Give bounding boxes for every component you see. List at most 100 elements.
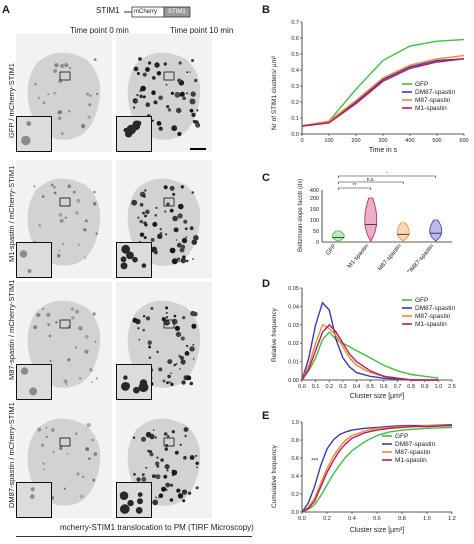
cluster-dot [191, 323, 197, 329]
chart-e-xlabel: Cluster size [µm²] [350, 527, 405, 534]
cluster-dot [179, 355, 184, 361]
chart-d-ytick-label: 0.02 [288, 341, 299, 347]
cluster-dot [182, 316, 186, 320]
cluster-dot [135, 318, 141, 325]
chart-c-sig-label: n.s. [367, 177, 375, 183]
cluster-dot [53, 185, 56, 189]
col-header-0min: Time point 0 min [70, 26, 129, 35]
chart-e-xtick-label: 0.0 [298, 516, 306, 522]
cluster-dot [178, 203, 184, 210]
chart-d-legend-label: GFP [415, 297, 428, 304]
cluster-dot [85, 447, 90, 451]
chart-e-xtick-label: 1.2 [448, 516, 456, 522]
construct-box-mcherry: mCherry [134, 9, 158, 15]
cluster-dot [174, 91, 181, 98]
cluster-dot [195, 122, 201, 128]
cluster-dot [52, 450, 55, 453]
cluster-dot [53, 91, 57, 95]
cluster-dot [152, 499, 159, 506]
cluster-dot [163, 474, 168, 479]
chart-c-category-label: DM87-spastin [407, 243, 435, 272]
cluster-dot [191, 112, 196, 118]
inset-cluster [137, 498, 143, 505]
micrograph-r2-c2 [116, 160, 212, 278]
cluster-dot [171, 430, 175, 434]
cluster-dot [61, 132, 64, 135]
chart-c-ytick-label: 400 [310, 188, 319, 194]
cluster-dot [145, 431, 152, 438]
inset-cluster [132, 256, 138, 263]
cluster-dot [189, 108, 194, 113]
cluster-dot [70, 307, 75, 311]
micrograph-r1-c2 [116, 34, 212, 152]
cluster-dot [167, 374, 171, 379]
cluster-dot [89, 94, 92, 97]
chart-e-series-line [301, 424, 453, 513]
cluster-dot [189, 226, 194, 231]
cluster-dot [165, 316, 169, 319]
cluster-dot [168, 381, 171, 384]
chart-e-legend-label: M1-spastin [395, 457, 427, 464]
cluster-dot [88, 103, 92, 107]
cluster-dot [145, 466, 148, 469]
cluster-dot [48, 334, 51, 338]
panel-a-caption-rule [16, 536, 252, 537]
cluster-dot [54, 63, 59, 68]
cluster-dot [58, 116, 62, 120]
cluster-dot [33, 325, 38, 330]
cluster-dot [189, 98, 196, 105]
cluster-dot [91, 381, 93, 384]
cluster-dot [153, 100, 158, 105]
cluster-dot [156, 456, 159, 459]
chart-d-xlabel: Cluster size [µm²] [350, 393, 405, 400]
cluster-dot [155, 206, 158, 209]
chart-d-xtick-label: 0.1 [312, 384, 320, 390]
cluster-dot [93, 452, 98, 456]
cluster-dot [139, 203, 144, 207]
inset-cluster [133, 386, 140, 394]
cluster-dot [94, 340, 97, 343]
cluster-dot [170, 91, 174, 95]
cluster-dot [148, 356, 152, 359]
cluster-dot [164, 319, 170, 326]
cluster-dot [33, 185, 36, 188]
cluster-dot [62, 243, 64, 245]
cluster-dot [46, 312, 51, 317]
cluster-dot [177, 78, 182, 83]
row-label-m87: M87-spastin / mCherry-STIM1 [7, 279, 16, 380]
micrograph-r4-c2 [116, 400, 212, 518]
chart-e-xtick-label: 0.8 [398, 516, 406, 522]
cluster-dot [67, 358, 71, 362]
chart-b-legend-label: M1-spastin [415, 105, 447, 112]
roi-box [59, 197, 71, 207]
chart-c-sig-label: * [386, 172, 388, 177]
cluster-dot [86, 92, 90, 96]
chart-e-ytick-label: 0.2 [291, 492, 299, 498]
cluster-dot [76, 472, 80, 476]
cluster-dot [140, 85, 146, 92]
construct-diagram [124, 6, 191, 18]
cluster-dot [181, 380, 186, 385]
cluster-dot [137, 216, 140, 219]
cluster-dot [176, 242, 182, 248]
cluster-dot [80, 123, 86, 129]
chart-d-series-line [301, 331, 439, 381]
panel-b-letter: B [262, 4, 270, 16]
cluster-dot [180, 244, 186, 250]
cluster-dot [166, 381, 169, 385]
micrograph-r3-c2 [116, 282, 212, 400]
cluster-dot [153, 250, 158, 255]
cluster-dot [152, 429, 155, 431]
chart-c-ytick-label: 200 [310, 196, 319, 202]
cluster-dot [145, 102, 151, 107]
chart-d-ytick-label: 0.00 [288, 378, 299, 384]
chart-b-svg: 0.0 0.1 0.2 0.3 0.4 0.5 0.6 0.7 0 100 200 300 400 500… [271, 20, 469, 154]
chart-b-legend-label: GFP [415, 81, 428, 88]
micrograph-r3-c1 [16, 282, 112, 400]
cluster-dot [189, 346, 195, 352]
cluster-dot [155, 461, 160, 466]
zoom-inset [116, 242, 152, 278]
cluster-dot [192, 343, 195, 346]
chart-b-ytick-label: 0.0 [291, 132, 299, 138]
cluster-dot [196, 466, 198, 469]
